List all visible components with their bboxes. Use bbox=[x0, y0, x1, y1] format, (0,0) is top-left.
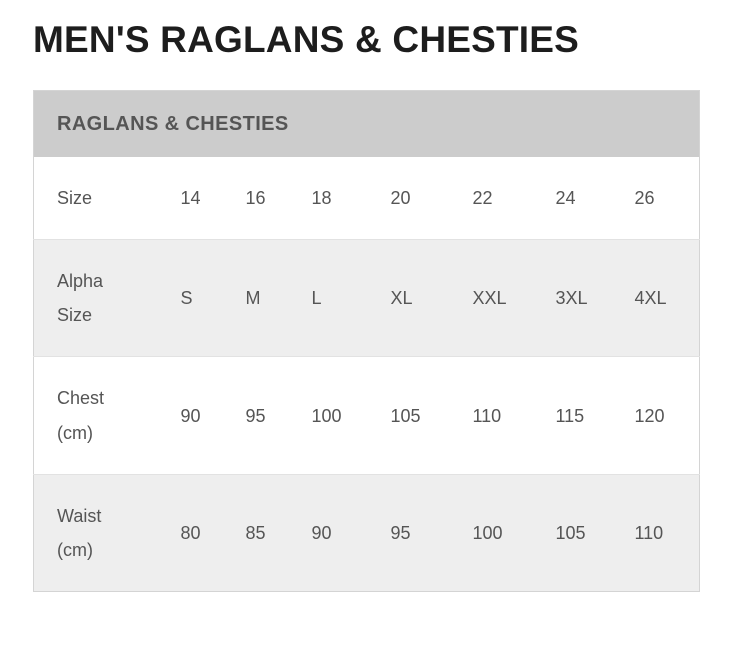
table-row-chest: Chest (cm) 90 95 100 105 110 115 120 bbox=[33, 356, 700, 475]
waist-cell: 80 bbox=[157, 474, 223, 592]
alpha-size-cell: 3XL bbox=[532, 239, 612, 357]
chest-cell: 90 bbox=[157, 356, 223, 475]
table-row-size: Size 14 16 18 20 22 24 26 bbox=[33, 156, 700, 240]
chest-cell: 120 bbox=[611, 356, 700, 475]
alpha-size-cell: M bbox=[222, 239, 289, 357]
row-label-size: Size bbox=[33, 156, 158, 240]
size-cell: 14 bbox=[157, 156, 223, 240]
row-label-alpha-size: Alpha Size bbox=[33, 239, 158, 357]
size-chart-table: RAGLANS & CHESTIES Size 14 16 18 20 22 2… bbox=[33, 89, 700, 593]
size-cell: 20 bbox=[367, 156, 450, 240]
row-label-chest: Chest (cm) bbox=[33, 356, 158, 475]
waist-cell: 100 bbox=[449, 474, 533, 592]
page-title: MEN'S RAGLANS & CHESTIES bbox=[33, 19, 580, 60]
row-label-waist: Waist (cm) bbox=[33, 474, 158, 592]
size-cell: 18 bbox=[288, 156, 368, 240]
chest-cell: 105 bbox=[367, 356, 450, 475]
alpha-size-cell: S bbox=[157, 239, 223, 357]
size-cell: 16 bbox=[222, 156, 289, 240]
waist-cell: 85 bbox=[222, 474, 289, 592]
alpha-size-cell: L bbox=[288, 239, 368, 357]
chest-cell: 95 bbox=[222, 356, 289, 475]
waist-cell: 110 bbox=[611, 474, 700, 592]
size-chart-header-row: RAGLANS & CHESTIES bbox=[33, 90, 700, 157]
alpha-size-cell: XXL bbox=[449, 239, 533, 357]
alpha-size-cell: 4XL bbox=[611, 239, 700, 357]
table-row-waist: Waist (cm) 80 85 90 95 100 105 110 bbox=[33, 474, 700, 592]
chest-cell: 115 bbox=[532, 356, 612, 475]
table-row-alpha-size: Alpha Size S M L XL XXL 3XL 4XL bbox=[33, 239, 700, 357]
size-cell: 26 bbox=[611, 156, 700, 240]
chest-cell: 100 bbox=[288, 356, 368, 475]
waist-cell: 95 bbox=[367, 474, 450, 592]
size-guide-page: MEN'S RAGLANS & CHESTIES RAGLANS & CHEST… bbox=[0, 19, 733, 593]
alpha-size-cell: XL bbox=[367, 239, 450, 357]
chest-cell: 110 bbox=[449, 356, 533, 475]
size-cell: 22 bbox=[449, 156, 533, 240]
size-cell: 24 bbox=[532, 156, 612, 240]
size-chart-header: RAGLANS & CHESTIES bbox=[33, 90, 700, 157]
waist-cell: 90 bbox=[288, 474, 368, 592]
waist-cell: 105 bbox=[532, 474, 612, 592]
